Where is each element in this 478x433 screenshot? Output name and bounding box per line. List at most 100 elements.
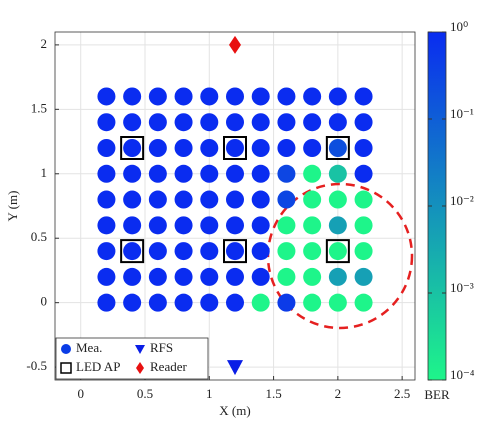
- data-point: [328, 164, 347, 183]
- data-point: [328, 242, 347, 261]
- data-point: [354, 190, 373, 209]
- data-point: [200, 242, 219, 261]
- data-point: [303, 242, 322, 261]
- data-point: [226, 242, 244, 261]
- data-point: [200, 216, 219, 235]
- data-point: [200, 293, 219, 312]
- data-point: [328, 190, 347, 209]
- legend-label: Mea.: [76, 340, 102, 355]
- marker-square: [325, 239, 350, 264]
- data-point: [226, 267, 244, 286]
- data-point: [174, 164, 193, 183]
- data-point: [354, 242, 373, 261]
- data-point: [200, 267, 219, 286]
- x-tick-label: 0.5: [137, 386, 153, 401]
- data-point: [123, 242, 142, 261]
- data-point: [148, 87, 167, 106]
- x-axis-label: X (m): [219, 403, 250, 418]
- data-point: [123, 87, 142, 106]
- data-point: [97, 216, 116, 235]
- legend-marker: [135, 345, 145, 354]
- marker-square: [120, 239, 145, 264]
- marker-square: [223, 136, 247, 160]
- data-point: [123, 190, 142, 209]
- data-point: [174, 293, 193, 312]
- data-point: [303, 267, 322, 286]
- data-point: [328, 293, 347, 312]
- data-point: [226, 216, 244, 235]
- data-point: [277, 293, 296, 312]
- data-point: [277, 267, 296, 286]
- y-tick-label: 0.5: [31, 229, 47, 244]
- colorbar-tick-label: 10⁻¹: [450, 106, 474, 121]
- data-point: [200, 139, 219, 157]
- data-point: [97, 164, 116, 183]
- data-point: [328, 216, 347, 235]
- data-point: [277, 113, 296, 132]
- data-point: [174, 87, 193, 106]
- data-point: [97, 113, 116, 132]
- data-point: [123, 139, 142, 157]
- colorbar-tick-label: 10⁻⁴: [450, 367, 475, 382]
- data-point: [277, 139, 296, 157]
- data-point: [174, 216, 193, 235]
- data-point: [303, 113, 322, 132]
- x-tick-label: 1.5: [265, 386, 281, 401]
- y-tick-label: 0: [41, 294, 48, 309]
- y-tick-label: 1: [41, 165, 48, 180]
- data-point: [226, 164, 244, 183]
- axes-box: [54, 31, 416, 381]
- data-point: [123, 113, 142, 132]
- data-point: [328, 267, 347, 286]
- data-point: [251, 190, 270, 209]
- data-point: [328, 139, 347, 157]
- data-point: [303, 164, 322, 183]
- y-axis-label: Y (m): [5, 191, 20, 222]
- data-point: [354, 139, 373, 157]
- data-point: [123, 293, 142, 312]
- data-point: [226, 87, 244, 106]
- data-point: [148, 139, 167, 157]
- data-point: [226, 113, 244, 132]
- data-point: [200, 190, 219, 209]
- legend-marker: [136, 362, 144, 374]
- data-point: [277, 216, 296, 235]
- colorbar-tick-label: 10⁰: [450, 19, 468, 34]
- data-point: [328, 113, 347, 132]
- data-point: [251, 216, 270, 235]
- data-point: [148, 216, 167, 235]
- legend-label: LED AP: [76, 359, 120, 374]
- data-point: [97, 139, 116, 157]
- data-point: [123, 267, 142, 286]
- data-point: [148, 267, 167, 286]
- data-point: [303, 216, 322, 235]
- y-tick-label: 2: [41, 36, 48, 51]
- data-point: [354, 216, 373, 235]
- x-tick-label: 2.5: [394, 386, 410, 401]
- data-point: [354, 113, 373, 132]
- data-point: [148, 113, 167, 132]
- legend-marker: [60, 362, 72, 374]
- data-point: [354, 164, 373, 183]
- data-point: [97, 293, 116, 312]
- data-point: [277, 242, 296, 261]
- marker-square: [325, 136, 350, 160]
- data-point: [200, 164, 219, 183]
- legend-label: RFS: [150, 340, 173, 355]
- colorbar-tick-label: 10⁻²: [450, 193, 474, 208]
- marker-diamond: [229, 35, 241, 54]
- data-point: [303, 139, 322, 157]
- x-tick-label: 2: [335, 386, 342, 401]
- legend-marker: [61, 344, 71, 354]
- data-point: [251, 267, 270, 286]
- data-point: [251, 242, 270, 261]
- y-tick-label: 1.5: [31, 100, 47, 115]
- data-point: [148, 164, 167, 183]
- data-point: [97, 87, 116, 106]
- data-point: [200, 87, 219, 106]
- data-point: [148, 242, 167, 261]
- data-point: [226, 139, 244, 157]
- data-point: [123, 164, 142, 183]
- data-point: [251, 293, 270, 312]
